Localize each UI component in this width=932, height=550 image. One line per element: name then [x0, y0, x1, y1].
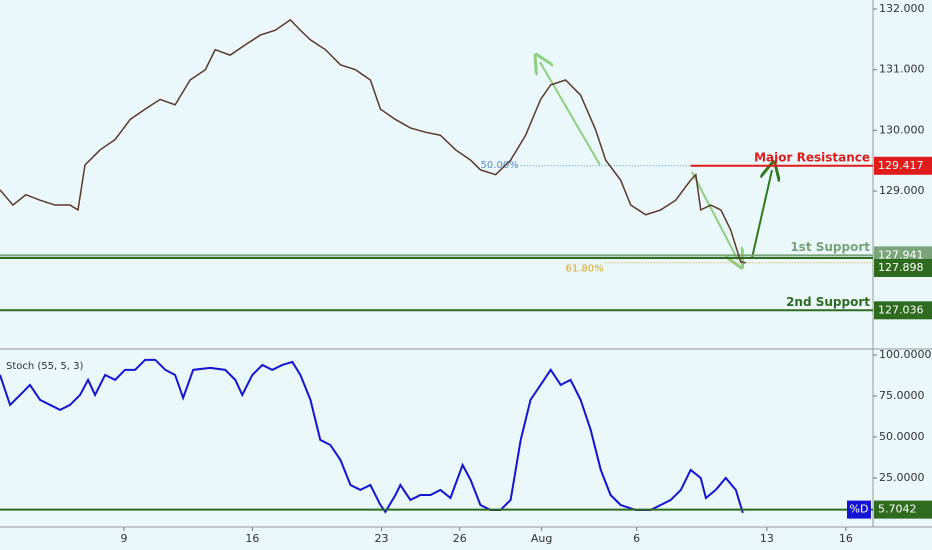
- y-tick-label: 129.000: [879, 184, 925, 197]
- x-tick-label: 13: [760, 532, 774, 545]
- stoch-line: [0, 358, 744, 514]
- value-box: [874, 500, 932, 519]
- y-tick-label: 100.0000: [879, 348, 932, 361]
- price-box: [874, 301, 932, 320]
- swing-arrow: [540, 62, 601, 166]
- price-box-label: 127.036: [878, 303, 924, 316]
- y-tick-label: 132.000: [879, 2, 925, 15]
- x-tick-label: Aug: [531, 532, 552, 545]
- y-tick-label: 25.0000: [879, 471, 925, 484]
- x-tick-label: 9: [120, 532, 127, 545]
- value-box-label: 5.7042: [878, 503, 917, 516]
- fib-label: 61.80%: [566, 264, 604, 275]
- level-label: 1st Support: [790, 240, 870, 254]
- line-label-box: [847, 500, 871, 519]
- fib-label: 50.00%: [481, 160, 519, 171]
- y-tick-label: 131.000: [879, 63, 925, 76]
- price-box-label: 127.898: [878, 261, 924, 274]
- x-tick-label: 16: [245, 532, 259, 545]
- indicator-label: Stoch (55, 5, 3): [6, 361, 83, 372]
- y-tick-label: 75.0000: [879, 389, 925, 402]
- price-line: [0, 18, 747, 264]
- y-tick-label: 50.0000: [879, 430, 925, 443]
- level-label: Major Resistance: [754, 150, 870, 164]
- price-box: [874, 258, 932, 277]
- x-tick-label: 26: [453, 532, 467, 545]
- swing-arrow: [691, 171, 738, 260]
- x-tick-label: 16: [839, 532, 853, 545]
- price-box-label: 127.941: [878, 248, 924, 261]
- price-box: [874, 156, 932, 175]
- level-label: 2nd Support: [786, 295, 870, 309]
- y-tick-label: 130.000: [879, 123, 925, 136]
- price-box-label: 129.417: [878, 159, 924, 172]
- x-tick-label: 23: [374, 532, 388, 545]
- line-label: %D: [850, 503, 869, 516]
- x-tick-label: 6: [633, 532, 640, 545]
- target-arrow: [751, 170, 772, 259]
